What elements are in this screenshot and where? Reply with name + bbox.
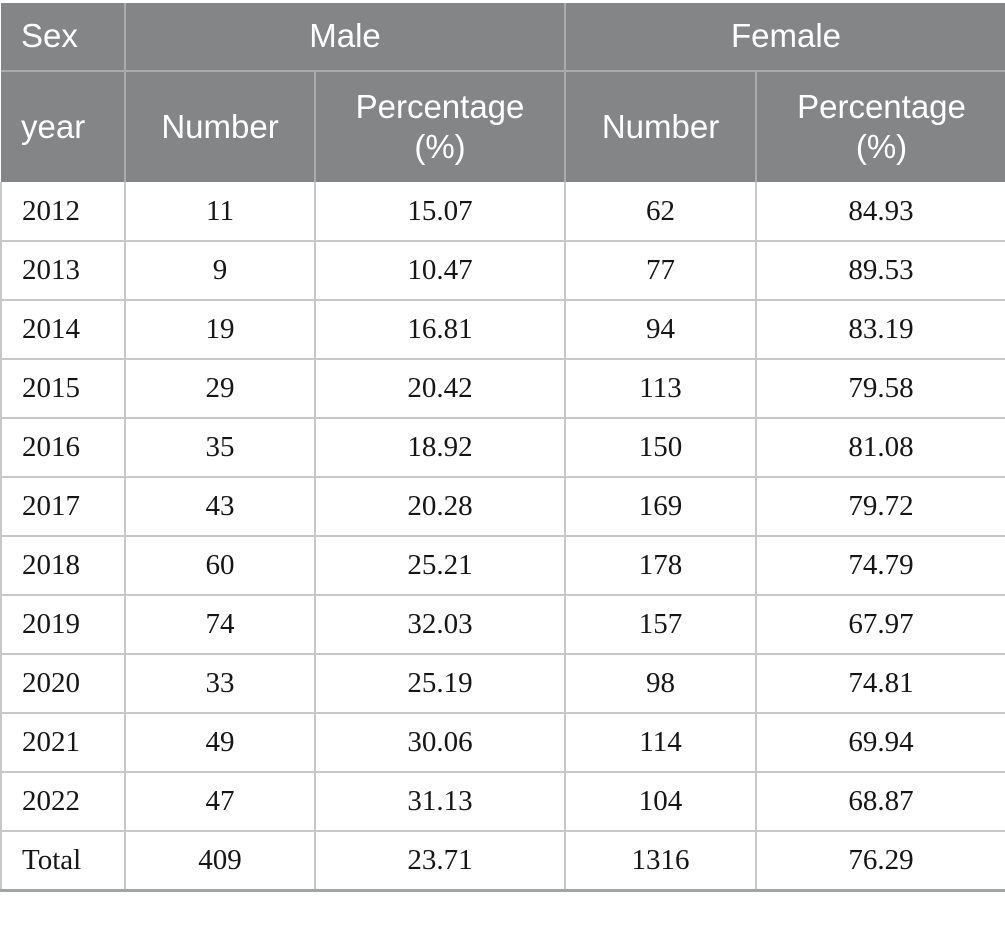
table-row: 2018 60 25.21 178 74.79 bbox=[0, 535, 1005, 596]
year-cell: 2015 bbox=[0, 358, 126, 419]
male-percentage-cell: 16.81 bbox=[314, 299, 566, 360]
female-percentage-cell: 76.29 bbox=[754, 830, 1005, 892]
male-percentage-cell: 18.92 bbox=[314, 417, 566, 478]
male-number-cell: 29 bbox=[124, 358, 316, 419]
table-row-total: Total 409 23.71 1316 76.29 bbox=[0, 830, 1005, 892]
table-row: 2016 35 18.92 150 81.08 bbox=[0, 417, 1005, 478]
female-percentage-cell: 74.81 bbox=[754, 653, 1005, 714]
male-percentage-cell: 20.42 bbox=[314, 358, 566, 419]
male-percentage-cell: 25.21 bbox=[314, 535, 566, 596]
year-cell: 2016 bbox=[0, 417, 126, 478]
table-row: 2021 49 30.06 114 69.94 bbox=[0, 712, 1005, 773]
table-row: 2015 29 20.42 113 79.58 bbox=[0, 358, 1005, 419]
male-percentage-cell: 32.03 bbox=[314, 594, 566, 655]
female-percentage-cell: 79.58 bbox=[754, 358, 1005, 419]
male-number-cell: 19 bbox=[124, 299, 316, 360]
male-number-cell: 409 bbox=[124, 830, 316, 892]
male-percentage-cell: 31.13 bbox=[314, 771, 566, 832]
female-number-cell: 113 bbox=[564, 358, 757, 419]
header-male-percentage-label: Percentage (%) bbox=[355, 87, 525, 165]
female-percentage-cell: 79.72 bbox=[754, 476, 1005, 537]
header-female-percentage-label: Percentage (%) bbox=[797, 87, 966, 165]
female-number-cell: 150 bbox=[564, 417, 757, 478]
year-cell: 2019 bbox=[0, 594, 126, 655]
year-cell: 2012 bbox=[0, 182, 126, 242]
female-percentage-cell: 74.79 bbox=[754, 535, 1005, 596]
female-percentage-cell: 69.94 bbox=[754, 712, 1005, 773]
male-percentage-cell: 10.47 bbox=[314, 240, 566, 301]
header-sex: Sex bbox=[1, 3, 126, 72]
male-percentage-cell: 15.07 bbox=[314, 182, 566, 242]
female-percentage-cell: 81.08 bbox=[754, 417, 1005, 478]
table-row: 2013 9 10.47 77 89.53 bbox=[0, 240, 1005, 301]
male-number-cell: 43 bbox=[124, 476, 316, 537]
header-male-percentage: Percentage (%) bbox=[314, 70, 566, 182]
table-row: 2022 47 31.13 104 68.87 bbox=[0, 771, 1005, 832]
female-number-cell: 157 bbox=[564, 594, 757, 655]
female-number-cell: 98 bbox=[564, 653, 757, 714]
female-percentage-cell: 67.97 bbox=[754, 594, 1005, 655]
female-percentage-cell: 84.93 bbox=[754, 182, 1005, 242]
male-number-cell: 9 bbox=[124, 240, 316, 301]
header-female-percentage: Percentage (%) bbox=[754, 70, 1005, 182]
male-percentage-cell: 20.28 bbox=[314, 476, 566, 537]
year-cell: 2014 bbox=[0, 299, 126, 360]
female-percentage-cell: 68.87 bbox=[754, 771, 1005, 832]
female-number-cell: 77 bbox=[564, 240, 757, 301]
male-number-cell: 49 bbox=[124, 712, 316, 773]
male-percentage-cell: 23.71 bbox=[314, 830, 566, 892]
table-row: 2020 33 25.19 98 74.81 bbox=[0, 653, 1005, 714]
year-cell: 2017 bbox=[0, 476, 126, 537]
header-year: year bbox=[1, 70, 126, 182]
year-cell: 2022 bbox=[0, 771, 126, 832]
female-number-cell: 104 bbox=[564, 771, 757, 832]
table-row: 2017 43 20.28 169 79.72 bbox=[0, 476, 1005, 537]
male-number-cell: 60 bbox=[124, 535, 316, 596]
sex-by-year-table: Sex Male Female year Number Percentage (… bbox=[0, 3, 1005, 892]
header-male-number: Number bbox=[124, 70, 316, 182]
year-cell: 2018 bbox=[0, 535, 126, 596]
header-male-group: Male bbox=[124, 3, 566, 72]
male-percentage-cell: 25.19 bbox=[314, 653, 566, 714]
male-number-cell: 35 bbox=[124, 417, 316, 478]
table-row: 2014 19 16.81 94 83.19 bbox=[0, 299, 1005, 360]
year-cell: 2021 bbox=[0, 712, 126, 773]
female-number-cell: 1316 bbox=[564, 830, 757, 892]
female-percentage-cell: 89.53 bbox=[754, 240, 1005, 301]
table-row: 2012 11 15.07 62 84.93 bbox=[0, 182, 1005, 242]
male-number-cell: 33 bbox=[124, 653, 316, 714]
female-number-cell: 62 bbox=[564, 182, 757, 242]
sub-header-row: year Number Percentage (%) Number Percen… bbox=[1, 70, 1005, 182]
header-female-number: Number bbox=[564, 70, 757, 182]
male-number-cell: 74 bbox=[124, 594, 316, 655]
year-cell: 2013 bbox=[0, 240, 126, 301]
female-number-cell: 114 bbox=[564, 712, 757, 773]
table-body: 2012 11 15.07 62 84.93 2013 9 10.47 77 8… bbox=[0, 182, 1005, 892]
male-number-cell: 11 bbox=[124, 182, 316, 242]
header-female-group: Female bbox=[563, 3, 1005, 72]
female-number-cell: 169 bbox=[564, 476, 757, 537]
year-cell: Total bbox=[0, 830, 126, 892]
group-header-row: Sex Male Female bbox=[1, 3, 1005, 72]
male-percentage-cell: 30.06 bbox=[314, 712, 566, 773]
female-number-cell: 178 bbox=[564, 535, 757, 596]
year-cell: 2020 bbox=[0, 653, 126, 714]
female-number-cell: 94 bbox=[564, 299, 757, 360]
table-header: Sex Male Female year Number Percentage (… bbox=[1, 3, 1005, 182]
male-number-cell: 47 bbox=[124, 771, 316, 832]
table-row: 2019 74 32.03 157 67.97 bbox=[0, 594, 1005, 655]
female-percentage-cell: 83.19 bbox=[754, 299, 1005, 360]
